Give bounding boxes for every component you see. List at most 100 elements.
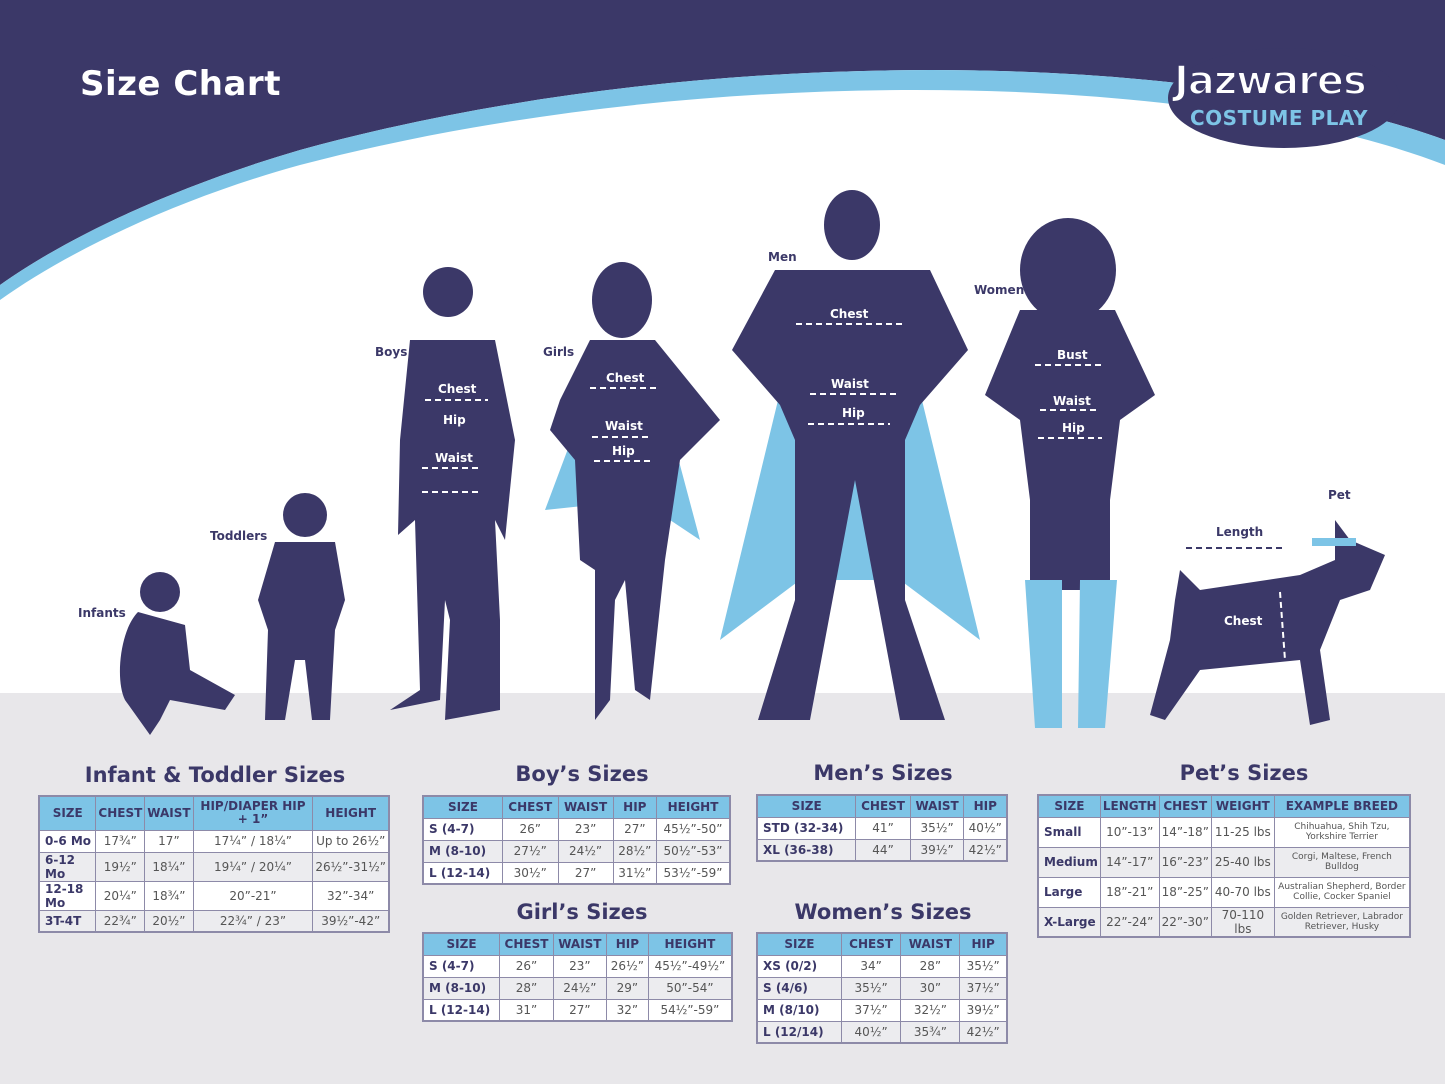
column-header: HIP [605, 932, 649, 956]
table-cell: 25-40 lbs [1210, 846, 1275, 878]
table-cell: 40½” [840, 1020, 902, 1044]
table-cell: 45½”-50” [656, 817, 731, 841]
men-chest-label: Chest [830, 307, 869, 321]
size-cell: 3T-4T [38, 909, 97, 933]
table-cell: 32½” [900, 998, 961, 1022]
column-header: WAIST [909, 794, 965, 818]
table-cell: 40½” [963, 816, 1008, 840]
infant-size-table: SIZE CHEST WAIST HIP/DIAPER HIP + 1” HEIGHT 0… [38, 795, 390, 933]
size-cell: S (4-7) [422, 817, 503, 841]
pet-label: Pet [1328, 488, 1351, 502]
size-cell: 6-12 Mo [38, 851, 97, 882]
table-row: STD (32-34) 41” 35½” 40½” [756, 816, 1008, 840]
size-cell: S (4/6) [756, 976, 842, 1000]
size-cell: M (8-10) [422, 839, 503, 863]
table-cell: 35¾” [900, 1020, 961, 1044]
size-cell: 0-6 Mo [38, 829, 97, 853]
table-row: M (8-10) 27½” 24½” 28½” 50½”-53” [422, 839, 731, 863]
table-cell: 45½”-49½” [647, 954, 733, 978]
infant-silhouette [119, 572, 235, 735]
column-header: CHEST [95, 795, 146, 831]
size-cell: Small [1037, 816, 1101, 848]
boys-size-table: SIZE CHEST WAIST HIP HEIGHT S (4-7) 26” 23” 27” 4… [422, 795, 731, 885]
girls-hip-label: Hip [612, 444, 635, 458]
table-row: L (12-14) 31” 27” 32” 54½”-59” [422, 998, 733, 1022]
table-cell: 29” [605, 976, 649, 1000]
table-cell: 54½”-59” [647, 998, 733, 1022]
table-header-row: SIZE CHEST WAIST HIP HEIGHT [422, 795, 731, 819]
table-cell: 17¼” / 18¼” [192, 829, 314, 853]
table-cell: Corgi, Maltese, French Bulldog [1273, 846, 1411, 878]
table-cell: 39½” [959, 998, 1008, 1022]
table-cell: 35½” [909, 816, 965, 840]
table-row: Small 10”-13” 14”-18” 11-25 lbs Chihuahua, S… [1037, 816, 1411, 848]
column-header: CHEST [501, 795, 559, 819]
size-cell: M (8/10) [756, 998, 842, 1022]
table-row: Medium 14”-17” 16”-23” 25-40 lbs Corgi, Malt… [1037, 846, 1411, 878]
column-header: HIP [963, 794, 1008, 818]
table-cell: 35½” [840, 976, 902, 1000]
jazwares-logo: Jazwares COSTUME PLAY [1168, 52, 1400, 148]
boys-chest-label: Chest [438, 382, 477, 396]
table-cell: 27” [612, 817, 658, 841]
size-cell: S (4-7) [422, 954, 501, 978]
girls-chest-label: Chest [606, 371, 645, 385]
table-cell: 19½” [95, 851, 146, 882]
table-cell: Up to 26½” [312, 829, 390, 853]
table-cell: 37½” [840, 998, 902, 1022]
boy-silhouette [390, 267, 515, 720]
table-cell: 30” [900, 976, 961, 1000]
table-cell: 23” [552, 954, 607, 978]
column-header: WAIST [552, 932, 607, 956]
size-cell: 12-18 Mo [38, 880, 97, 911]
column-header: CHEST [1158, 794, 1212, 818]
women-size-table: SIZE CHEST WAIST HIP XS (0/2) 34” 28” 35½” S (4/… [756, 932, 1008, 1044]
header-banner [0, 0, 1445, 285]
men-waist-label: Waist [831, 377, 869, 391]
table-cell: 10”-13” [1099, 816, 1160, 848]
men-table-title: Men’s Sizes [813, 761, 953, 785]
column-header: HIP/DIAPER HIP + 1” [192, 795, 314, 831]
column-header: SIZE [422, 795, 503, 819]
table-cell: 28” [900, 954, 961, 978]
column-header: WAIST [144, 795, 194, 831]
table-cell: 22¾” / 23” [192, 909, 314, 933]
table-cell: 23” [557, 817, 614, 841]
dog-silhouette [1150, 520, 1385, 725]
table-cell: 53½”-59” [656, 861, 731, 885]
table-cell: 20¼” [95, 880, 146, 911]
table-cell: 41” [855, 816, 911, 840]
table-row: L (12/14) 40½” 35¾” 42½” [756, 1020, 1008, 1044]
table-cell: 18¾” [144, 880, 194, 911]
girls-size-table: SIZE CHEST WAIST HIP HEIGHT S (4-7) 26” 23” 26½”… [422, 932, 733, 1022]
table-cell: 28” [499, 976, 554, 1000]
table-cell: 17” [144, 829, 194, 853]
table-cell: 50”-54” [647, 976, 733, 1000]
table-cell: 26” [501, 817, 559, 841]
woman-silhouette [985, 218, 1155, 728]
table-cell: 20½” [144, 909, 194, 933]
column-header: HIP [612, 795, 658, 819]
table-cell: 20”-21” [192, 880, 314, 911]
table-cell: 22”-24” [1099, 906, 1160, 938]
column-header: HIP [959, 932, 1008, 956]
measurement-lines [422, 323, 1286, 661]
column-header: WAIST [557, 795, 614, 819]
size-cell: Large [1037, 876, 1101, 908]
table-cell: 27” [557, 861, 614, 885]
table-cell: 32” [605, 998, 649, 1022]
column-header: LENGTH [1099, 794, 1160, 818]
table-cell: 14”-18” [1158, 816, 1212, 848]
size-cell: M (8-10) [422, 976, 501, 1000]
table-row: S (4/6) 35½” 30” 37½” [756, 976, 1008, 1000]
infants-label: Infants [78, 606, 126, 620]
column-header: SIZE [38, 795, 97, 831]
pets-size-table: SIZE LENGTH CHEST WEIGHT EXAMPLE BREED Small 1… [1037, 794, 1411, 938]
table-cell: 26½”-31½” [312, 851, 390, 882]
size-cell: Medium [1037, 846, 1101, 878]
table-row: M (8-10) 28” 24½” 29” 50”-54” [422, 976, 733, 1000]
table-row: S (4-7) 26” 23” 27” 45½”-50” [422, 817, 731, 841]
table-cell: 39½” [909, 838, 965, 862]
girls-label: Girls [543, 345, 575, 359]
table-cell: 26” [499, 954, 554, 978]
